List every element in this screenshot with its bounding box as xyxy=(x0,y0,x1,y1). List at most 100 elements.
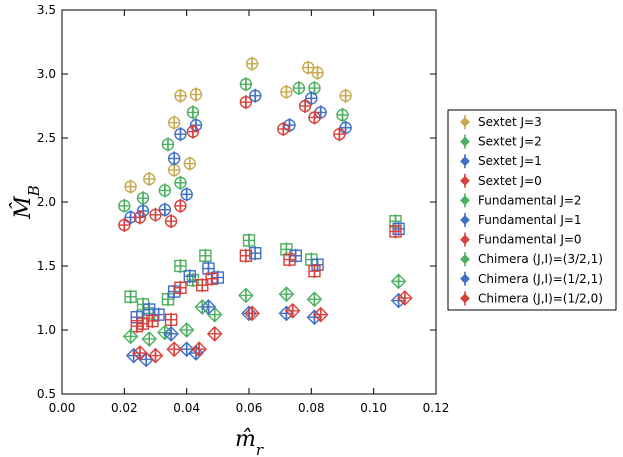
data-point xyxy=(249,89,262,102)
legend-item: Fundamental J=2 xyxy=(460,193,582,208)
data-point xyxy=(278,286,295,303)
data-point xyxy=(311,66,324,79)
data-point xyxy=(305,92,318,105)
data-point xyxy=(239,249,253,262)
data-point xyxy=(167,163,181,177)
data-point xyxy=(178,341,195,358)
data-point xyxy=(124,290,137,303)
data-point xyxy=(199,249,212,262)
legend-item: Sextet J=1 xyxy=(460,154,542,169)
legend-marker xyxy=(460,254,470,265)
y-tick-label: 1.0 xyxy=(37,323,56,337)
legend-label: Fundamental J=1 xyxy=(478,213,582,227)
data-point xyxy=(390,273,407,290)
data-point xyxy=(158,203,172,216)
plot-area xyxy=(118,56,413,368)
data-point xyxy=(244,305,260,322)
data-point xyxy=(306,291,323,308)
data-point xyxy=(146,314,159,328)
legend-item: Sextet J=2 xyxy=(460,134,542,149)
data-point xyxy=(164,214,178,228)
x-tick-label: 0.08 xyxy=(298,401,325,415)
data-point xyxy=(280,243,293,256)
legend-marker xyxy=(460,234,470,245)
data-point xyxy=(245,57,259,70)
legend-item: Fundamental J=1 xyxy=(460,213,582,227)
y-tick-label: 2.5 xyxy=(37,131,56,145)
data-point xyxy=(141,331,158,347)
data-point xyxy=(164,313,178,326)
legend: Sextet J=3 Sextet J=2 Sextet J=1 Sextet J=0… xyxy=(447,109,617,311)
legend-marker xyxy=(460,156,470,167)
data-point xyxy=(186,125,200,138)
y-tick-label: 3.0 xyxy=(37,67,56,81)
data-point xyxy=(189,88,203,101)
data-point xyxy=(186,106,200,119)
legend-marker xyxy=(460,136,470,147)
data-point xyxy=(205,272,218,285)
data-point xyxy=(277,122,290,136)
data-point xyxy=(292,81,306,95)
data-point xyxy=(122,328,139,345)
data-point xyxy=(167,116,181,129)
x-axis-label: m̂r xyxy=(235,427,264,457)
data-point xyxy=(333,127,346,141)
legend-label: Chimera (J,I)=(3/2,1) xyxy=(478,252,603,266)
legend-item: Chimera (J,I)=(3/2,1) xyxy=(460,252,603,267)
x-tick-label: 0.10 xyxy=(360,401,387,415)
legend-item: Sextet J=3 xyxy=(460,115,542,129)
data-point xyxy=(178,322,195,338)
legend-item: Fundamental J=0 xyxy=(460,232,582,247)
data-point xyxy=(308,264,321,278)
data-point xyxy=(238,287,254,304)
y-tick-label: 3.5 xyxy=(37,3,56,17)
data-point xyxy=(161,293,175,306)
data-point xyxy=(389,225,402,238)
y-tick-label: 0.5 xyxy=(37,387,56,401)
legend-label: Sextet J=3 xyxy=(478,115,542,129)
data-point xyxy=(191,341,207,358)
legend-marker xyxy=(460,175,470,186)
legend-label: Chimera (J,I)=(1/2,1) xyxy=(478,272,603,286)
series-1 xyxy=(124,56,352,194)
data-point xyxy=(133,211,147,224)
data-point xyxy=(174,176,187,190)
data-point xyxy=(147,347,164,364)
data-point xyxy=(196,279,209,292)
data-point xyxy=(149,208,162,222)
data-point xyxy=(118,218,131,232)
data-point xyxy=(132,345,148,361)
data-point xyxy=(174,281,187,294)
svg-text:m̂r: m̂r xyxy=(235,427,264,457)
data-point xyxy=(206,325,223,342)
x-tick-label: 0.12 xyxy=(423,401,450,415)
data-point xyxy=(163,325,179,342)
series-4 xyxy=(118,95,346,233)
data-point xyxy=(124,180,137,193)
data-point xyxy=(306,309,323,326)
legend-marker xyxy=(460,293,470,304)
data-point xyxy=(242,234,256,247)
series-5 xyxy=(124,214,402,321)
data-point xyxy=(396,290,413,306)
series-6 xyxy=(130,221,405,325)
data-point xyxy=(174,199,187,213)
data-point xyxy=(174,89,187,102)
x-tick-label: 0.06 xyxy=(236,401,263,415)
legend-label: Sextet J=0 xyxy=(478,174,542,188)
data-point xyxy=(283,253,296,266)
data-point xyxy=(280,85,293,99)
data-point xyxy=(206,306,223,323)
data-point xyxy=(390,292,407,309)
legend-box xyxy=(447,109,617,311)
data-point xyxy=(339,89,352,102)
data-point xyxy=(167,152,181,165)
legend-label: Sextet J=1 xyxy=(478,154,542,168)
y-tick-label: 2.0 xyxy=(37,195,56,209)
series-3 xyxy=(124,88,352,225)
series-2 xyxy=(118,77,349,213)
x-tick-label: 0.00 xyxy=(49,401,76,415)
data-point xyxy=(161,138,175,151)
legend-item: Chimera (J,I)=(1/2,0) xyxy=(460,291,603,306)
